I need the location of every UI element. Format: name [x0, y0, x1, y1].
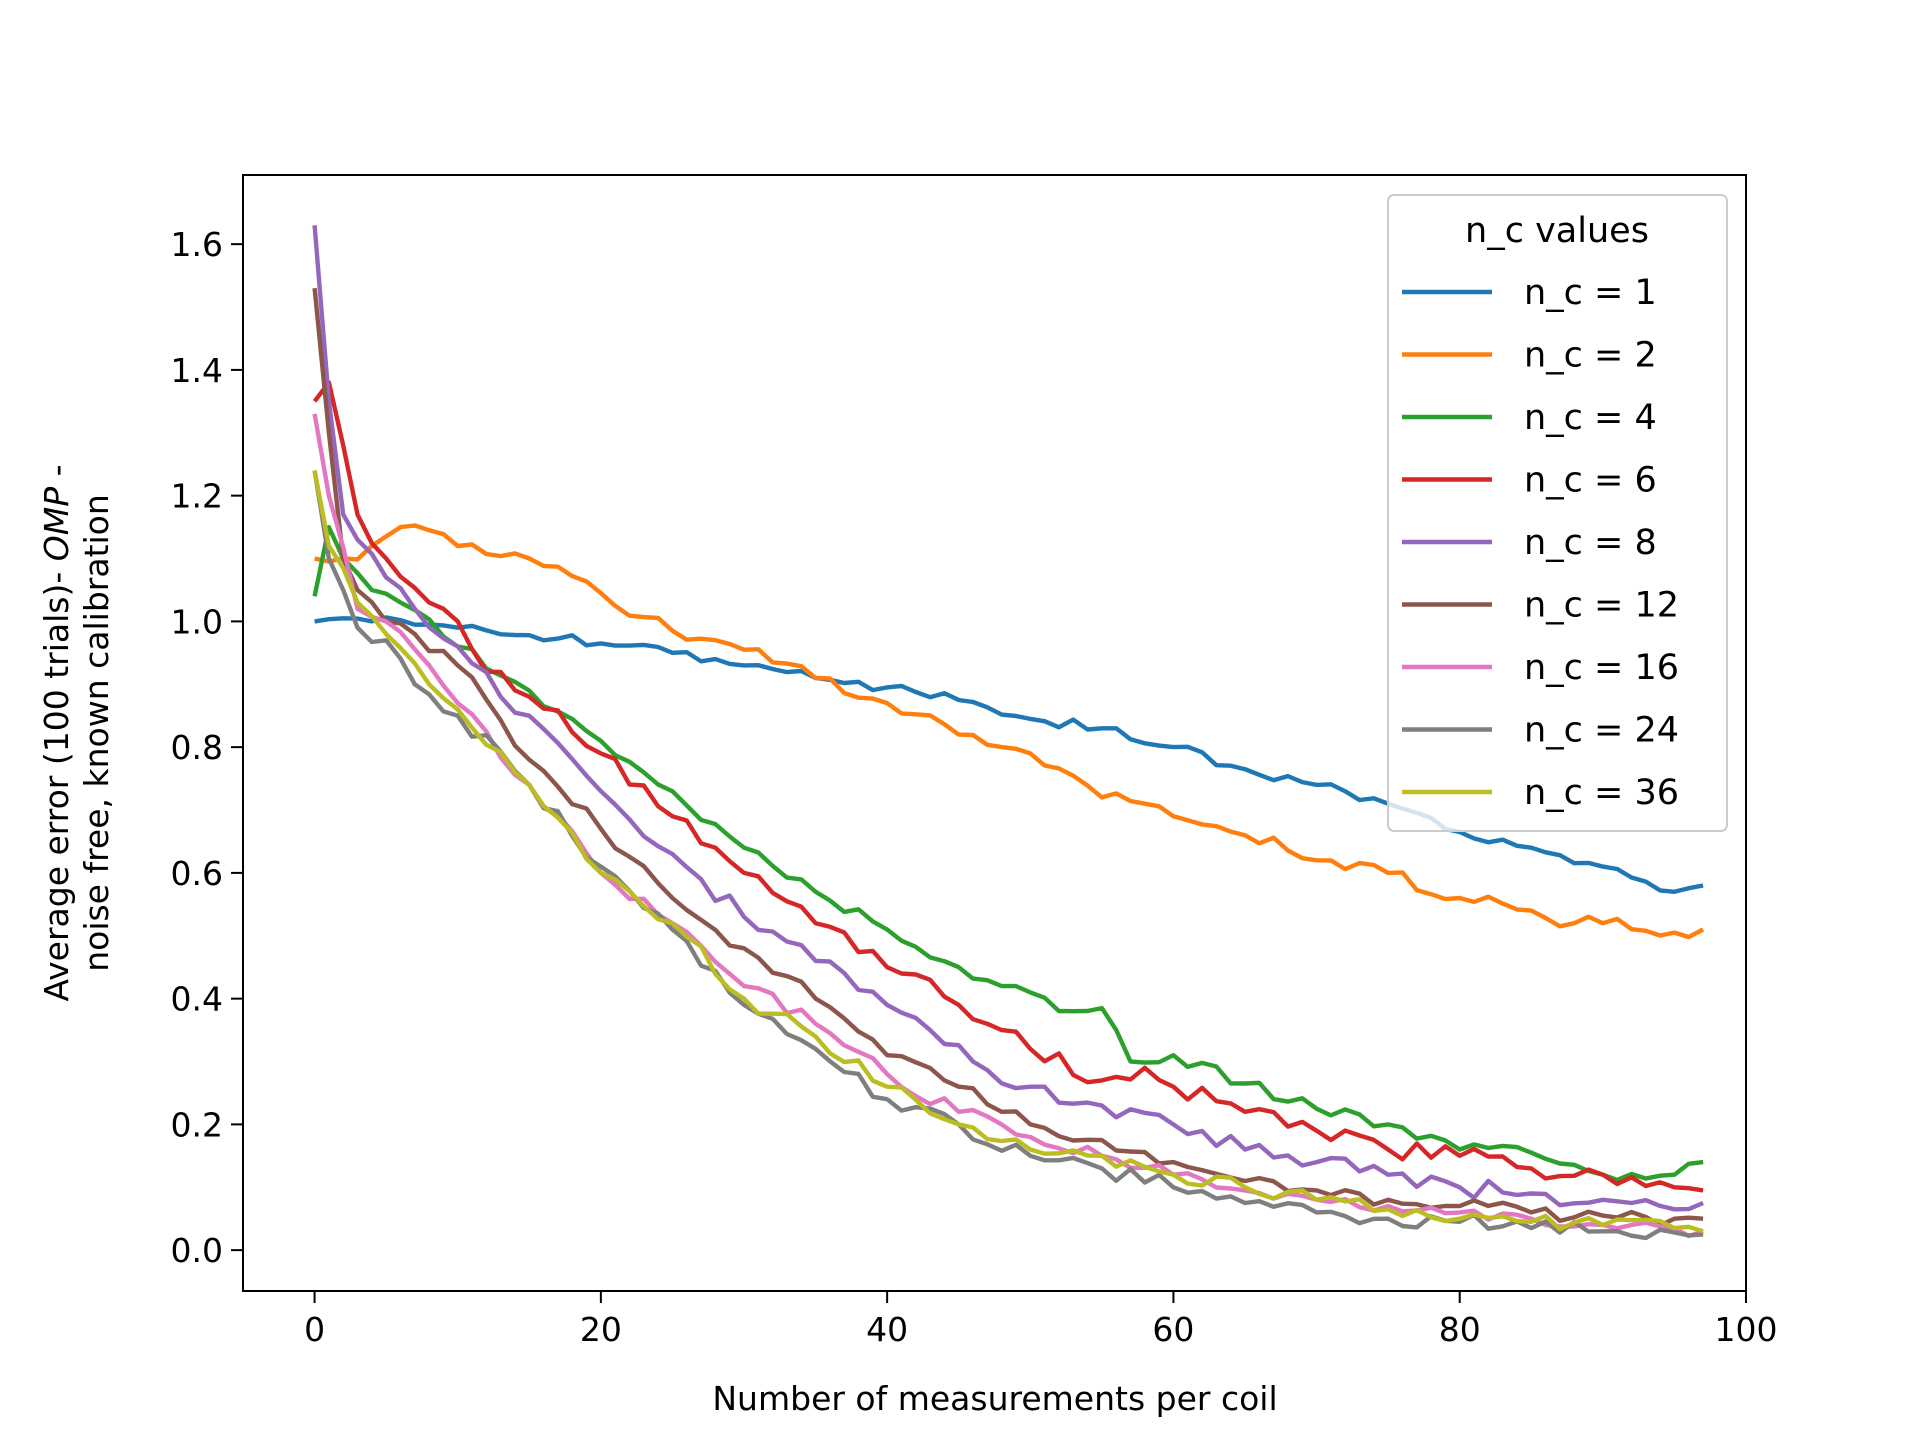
y-axis-label-prefix: Average error (100 trials)-	[37, 561, 76, 1001]
legend-label-2: n_c = 2	[1524, 336, 1657, 376]
y-axis-label-line1: Average error (100 trials)- OMP -	[37, 464, 76, 1001]
series-line-5	[312, 225, 1704, 1212]
legend-label-8: n_c = 24	[1524, 711, 1679, 751]
series-line-4	[312, 380, 1704, 1193]
legend-title: n_c values	[1465, 211, 1649, 251]
x-tick-label: 60	[1152, 1310, 1194, 1349]
x-axis-label: Number of measurements per coil	[712, 1379, 1277, 1418]
y-tick-label: 1.0	[171, 602, 223, 641]
series-line-6	[312, 287, 1704, 1228]
y-tick-label: 0.4	[171, 980, 223, 1019]
legend-label-6: n_c = 12	[1524, 586, 1679, 626]
legend-items: n_c = 1 n_c = 2 n_c = 4 n_c = 6 n_c = 8 n_c =…	[1402, 273, 1679, 813]
y-tick-label: 0.2	[171, 1105, 223, 1144]
series-line-1	[314, 615, 1704, 894]
x-tick-label: 20	[580, 1310, 622, 1349]
x-tick-label: 0	[304, 1310, 325, 1349]
series-line-2	[314, 523, 1705, 940]
y-axis-label: Average error (100 trials)- OMP - noise …	[37, 464, 116, 1001]
x-axis: 0 20 40 60 80 100	[304, 1291, 1778, 1349]
series-layer	[312, 225, 1705, 1241]
y-tick-label: 0.6	[171, 854, 223, 893]
legend-label-4: n_c = 6	[1524, 461, 1657, 501]
y-axis: 0.0 0.2 0.4 0.6 0.8 1.0 1.2 1.4 1.6	[171, 225, 243, 1270]
y-axis-label-italic: OMP	[37, 487, 76, 561]
y-tick-label: 1.6	[171, 225, 223, 264]
y-tick-label: 0.8	[171, 728, 223, 767]
y-axis-label-line2: noise free, known calibration	[77, 494, 116, 972]
legend-label-3: n_c = 4	[1524, 398, 1657, 438]
axes-frame	[242, 174, 1747, 1292]
legend: n_c values n_c = 1n_c = 2n_c = 4n_c = 6n…	[1387, 194, 1728, 832]
y-axis-label-suffix: -	[37, 464, 76, 486]
x-tick-label: 80	[1439, 1310, 1481, 1349]
y-tick-label: 0.0	[171, 1231, 223, 1270]
y-tick-label: 1.2	[171, 477, 223, 516]
legend-label-5: n_c = 8	[1524, 523, 1657, 563]
series-line-9	[312, 470, 1704, 1234]
legend-label-1: n_c = 1	[1524, 273, 1657, 313]
y-tick-label: 1.4	[171, 351, 223, 390]
legend-label-7: n_c = 16	[1524, 648, 1679, 688]
x-tick-label: 40	[866, 1310, 908, 1349]
x-tick-label: 100	[1715, 1310, 1778, 1349]
legend-label-9: n_c = 36	[1524, 773, 1679, 813]
